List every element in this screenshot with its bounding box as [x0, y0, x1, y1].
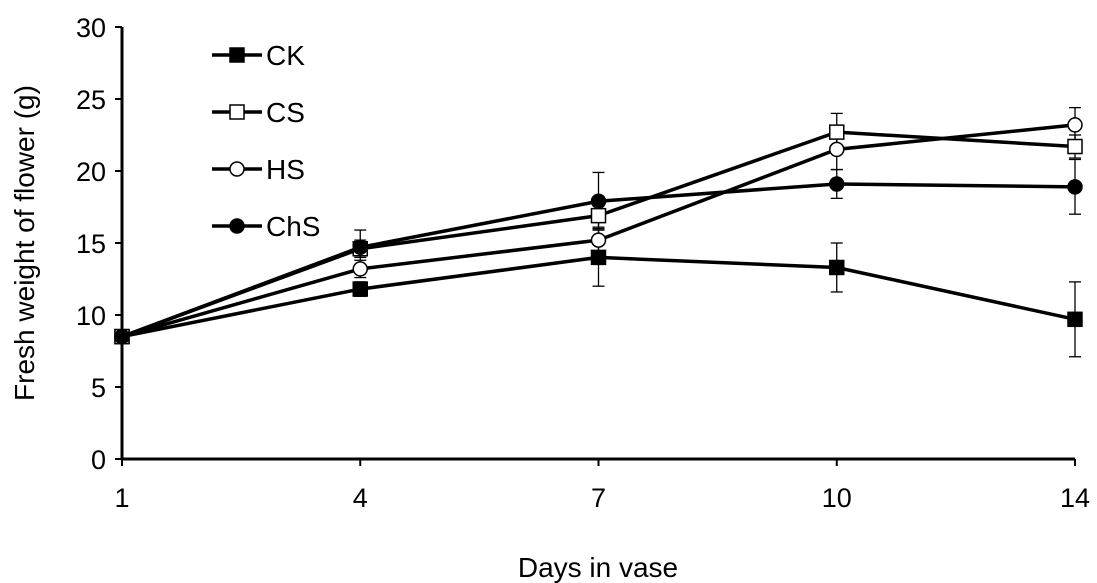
x-tick-label: 4: [353, 483, 368, 513]
data-point-chs: [352, 239, 368, 256]
data-point-chs: [114, 328, 130, 345]
y-tick-label: 0: [91, 445, 106, 475]
data-point-hs: [829, 141, 845, 158]
data-point-hs: [590, 232, 607, 248]
legend: CK CS HS ChS: [212, 40, 320, 242]
x-tick-label: 1: [114, 483, 129, 513]
x-tick-label: 14: [1060, 483, 1090, 513]
y-tick-label: 30: [76, 13, 106, 43]
data-point-ck: [1067, 311, 1083, 328]
y-tick-label: 10: [76, 301, 106, 331]
data-point-chs: [829, 176, 845, 192]
legend-marker-cs: [229, 104, 245, 120]
legend-marker-ck: [229, 47, 245, 63]
y-tick-label: 15: [76, 229, 106, 259]
data-point-hs: [352, 261, 368, 277]
data-point-cs: [1067, 138, 1083, 155]
y-axis-title: Fresh weight of flower (g): [9, 85, 40, 401]
legend-label-hs: HS: [266, 154, 305, 185]
legend-marker-chs: [229, 218, 245, 234]
y-tick-label: 20: [76, 157, 106, 187]
legend-label-cs: CS: [266, 97, 305, 128]
x-tick-label: 10: [822, 483, 852, 513]
y-tick-label: 5: [91, 373, 106, 403]
legend-label-chs: ChS: [266, 211, 320, 242]
data-point-hs: [1067, 117, 1083, 133]
legend-marker-hs: [229, 161, 245, 177]
data-point-chs: [1067, 179, 1083, 195]
y-ticks: 0 5 10 15 20 25 30: [76, 13, 122, 475]
data-point-ck: [829, 259, 845, 276]
data-point-ck: [352, 281, 368, 297]
y-tick-label: 25: [76, 85, 106, 115]
legend-label-ck: CK: [266, 40, 305, 71]
plot-area: [114, 106, 1083, 358]
x-ticks: 1 4 7 10 14: [114, 459, 1090, 513]
x-axis-title: Days in vase: [518, 552, 678, 583]
x-tick-label: 7: [591, 483, 606, 513]
data-point-cs: [829, 124, 845, 140]
data-point-chs: [590, 193, 607, 209]
data-point-cs: [590, 207, 607, 224]
data-point-ck: [590, 249, 607, 266]
